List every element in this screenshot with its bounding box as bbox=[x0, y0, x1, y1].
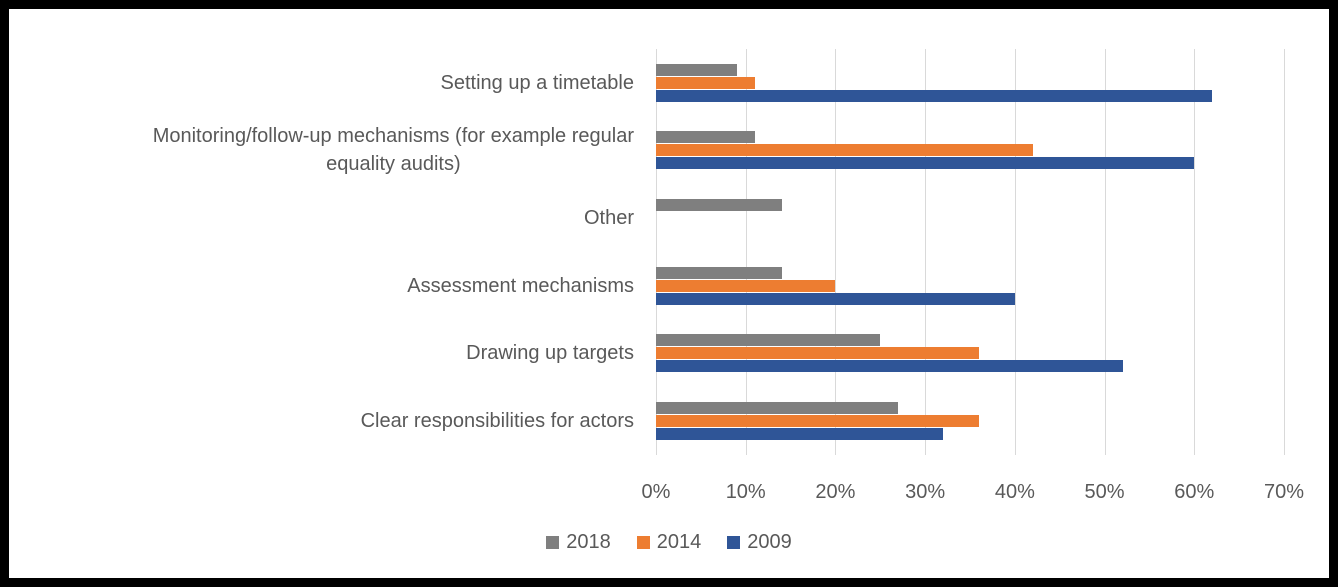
bar-2018 bbox=[656, 402, 899, 415]
category-label-row: Monitoring/follow-up mechanisms (for exa… bbox=[27, 117, 634, 185]
x-axis-tick-label: 10% bbox=[725, 481, 766, 503]
legend-label-2009: 2009 bbox=[747, 530, 792, 553]
legend-swatch-2009 bbox=[727, 535, 741, 549]
gridline-30% bbox=[925, 49, 927, 455]
category-label-row: Clear responsibilities for actors bbox=[27, 387, 634, 455]
category-label: Clear responsibilities for actors bbox=[360, 410, 634, 433]
legend-swatch-2018 bbox=[546, 535, 560, 549]
bar-2009 bbox=[656, 428, 944, 441]
x-axis-tick-label: 30% bbox=[905, 481, 946, 503]
category-label-row: Drawing up targets bbox=[27, 320, 634, 388]
bar-2009 bbox=[656, 89, 1213, 102]
bar-2018 bbox=[656, 63, 737, 76]
legend-label-2018: 2018 bbox=[566, 530, 611, 553]
category-label-row: Other bbox=[27, 184, 634, 252]
bar-group bbox=[656, 117, 1284, 185]
gridline-70% bbox=[1284, 49, 1285, 455]
x-axis-tick-label: 0% bbox=[641, 481, 671, 503]
gridline-50% bbox=[1104, 49, 1106, 455]
bar-2009 bbox=[656, 360, 1123, 373]
gridline-10% bbox=[745, 49, 747, 455]
bar-2018 bbox=[656, 199, 782, 212]
category-label: Setting up a timetable bbox=[440, 71, 634, 94]
x-axis-tick-label: 70% bbox=[1263, 481, 1305, 503]
bar-2014 bbox=[656, 347, 979, 360]
bar-group bbox=[656, 184, 1284, 252]
chart-legend: 2018 2014 2009 bbox=[9, 529, 1329, 555]
bar-2009 bbox=[656, 157, 1195, 170]
legend-item-2014: 2014 bbox=[636, 530, 702, 554]
bar-2014 bbox=[656, 415, 979, 428]
bar-2018 bbox=[656, 131, 755, 144]
gridline-20% bbox=[835, 49, 837, 455]
bar-group bbox=[656, 387, 1284, 455]
category-label: Assessment mechanisms bbox=[407, 274, 634, 297]
bar-group bbox=[656, 252, 1284, 320]
x-axis-tick-label: 50% bbox=[1084, 481, 1125, 503]
category-label-row: Assessment mechanisms bbox=[27, 252, 634, 320]
gridline-60% bbox=[1194, 49, 1196, 455]
x-axis-tick-label: 40% bbox=[994, 481, 1035, 503]
category-label: Monitoring/follow-up mechanisms (for exa… bbox=[152, 125, 634, 176]
value-axis: 0% 10% 20% 30% 40% 50% 60% 70% bbox=[642, 481, 1304, 507]
category-label: Other bbox=[583, 207, 634, 230]
gridline-40% bbox=[1014, 49, 1016, 455]
x-axis-tick-label: 20% bbox=[815, 481, 856, 503]
gridline-0% bbox=[656, 49, 657, 455]
category-label: Drawing up targets bbox=[466, 342, 634, 365]
bar-2014 bbox=[656, 144, 1033, 157]
bar-2014 bbox=[656, 76, 755, 89]
bar-group bbox=[656, 49, 1284, 117]
bar-group bbox=[656, 320, 1284, 388]
bar-2009 bbox=[656, 292, 1015, 305]
bar-2018 bbox=[656, 334, 881, 347]
category-label-row: Setting up a timetable bbox=[27, 49, 634, 117]
bar-2014 bbox=[656, 279, 836, 292]
legend-swatch-2014 bbox=[636, 535, 650, 549]
plot-area bbox=[656, 49, 1285, 455]
legend-label-2014: 2014 bbox=[656, 530, 702, 553]
x-axis-tick-label: 60% bbox=[1174, 481, 1215, 503]
legend-item-2009: 2009 bbox=[727, 531, 792, 554]
bar-2018 bbox=[656, 266, 782, 279]
category-axis: Setting up a timetable Monitoring/follow-… bbox=[27, 49, 634, 455]
legend-item-2018: 2018 bbox=[546, 531, 611, 554]
